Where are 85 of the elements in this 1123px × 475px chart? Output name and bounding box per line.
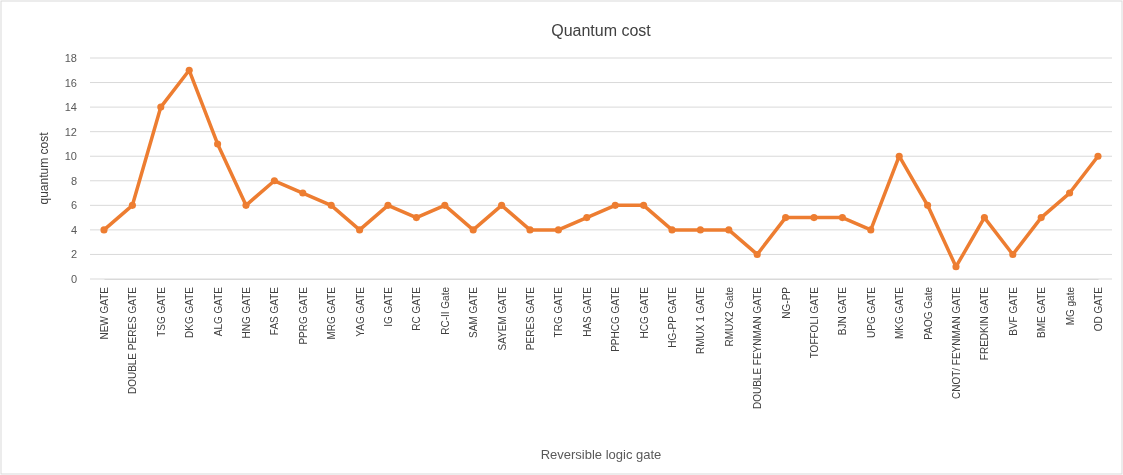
point [952,263,960,271]
point [668,226,676,234]
x-tick-label: RMUX 1 GATE [695,286,707,355]
y-tick-label: 8 [70,174,77,187]
x-tick-label: HNG GATE [241,286,252,339]
point [356,226,364,234]
chart-title: Quantum cost [551,22,652,39]
y-tick-label: 6 [70,199,77,212]
x-tick-label: RC-II Gate [439,286,451,335]
point [469,226,477,234]
point [696,226,704,234]
point [327,201,335,209]
x-tick-label: NG-PP [780,286,792,319]
point [214,140,222,148]
x-tick-label: MRG GATE [326,286,338,340]
x-tick-label: TSG GATE [155,286,167,337]
point [895,152,903,160]
y-tick-label: 16 [64,76,77,89]
x-tick-label: FREDKIN GATE [979,286,991,361]
point [1037,214,1045,222]
y-tick-label: 0 [70,273,77,286]
x-tick-label: TRG GATE [553,286,565,338]
point [725,226,733,234]
point [640,201,648,209]
x-tick-label: CNOT/ FEYNMAN GATE [951,286,962,400]
x-tick-label: BME GATE [1036,286,1048,338]
x-tick-label: HG-PP GATE [667,286,678,348]
point [242,201,250,209]
point [185,66,193,74]
x-tick-label: ALG GATE [212,286,224,337]
point [270,177,278,185]
point [867,226,875,234]
y-tick-label: 14 [64,101,77,114]
point [526,226,534,234]
point [1066,189,1074,197]
x-tick-label: PERES GATE [525,286,536,351]
y-axis-title: quantum cost [37,131,51,205]
x-tick-label: BJN GATE [837,286,849,336]
y-tick-label: 4 [70,223,77,236]
point [583,214,591,222]
point [611,201,619,209]
point [753,250,761,259]
x-tick-label: RC GATE [411,286,423,331]
point [157,103,165,111]
y-tick-label: 12 [64,125,77,138]
point [384,201,392,209]
x-tick-label: DOUBLE PERES GATE [127,286,139,395]
point [128,201,136,209]
x-tick-label: NEW GATE [99,286,110,340]
x-tick-label: FAS GATE [269,286,281,336]
x-tick-label: IG GATE [383,286,394,327]
x-tick-label: DKG GATE [184,286,196,338]
point [924,201,932,209]
x-tick-label: HCG GATE [638,286,650,339]
x-tick-label: UPG GATE [865,286,877,338]
point [441,201,449,209]
y-tick-label: 10 [64,150,77,163]
x-tick-label: MG gate [1064,286,1076,326]
x-tick-label: PPRG GATE [297,286,309,345]
point [838,214,846,222]
x-tick-label: MKG GATE [894,286,906,340]
point [1094,152,1102,160]
x-tick-label: SAM GATE [468,286,480,338]
point [810,214,818,222]
x-tick-label: PAOG Gate [922,286,934,340]
point [554,226,562,234]
x-tick-label: PPHCG GATE [610,286,622,352]
point [412,214,420,222]
x-tick-label: SAYEM GATE [496,286,508,351]
x-tick-label: YAG GATE [354,286,366,337]
point [782,214,790,222]
point [100,226,108,234]
x-tick-label: BVF GATE [1007,286,1019,336]
point [299,189,307,197]
x-tick-label: OD GATE [1093,286,1104,332]
x-tick-label: DOUBLE FEYNMAN GATE [752,286,764,410]
y-tick-label: 18 [64,52,77,65]
x-tick-label: TOFFOLI GATE [809,286,820,359]
x-tick-label: HAS GATE [581,286,593,337]
x-tick-label: RMUX2 Gate [723,286,735,347]
x-axis-title: Reversible logic gate [540,447,662,462]
point [498,201,506,209]
point [1009,250,1017,259]
y-tick-label: 2 [70,248,77,261]
point [980,214,988,222]
